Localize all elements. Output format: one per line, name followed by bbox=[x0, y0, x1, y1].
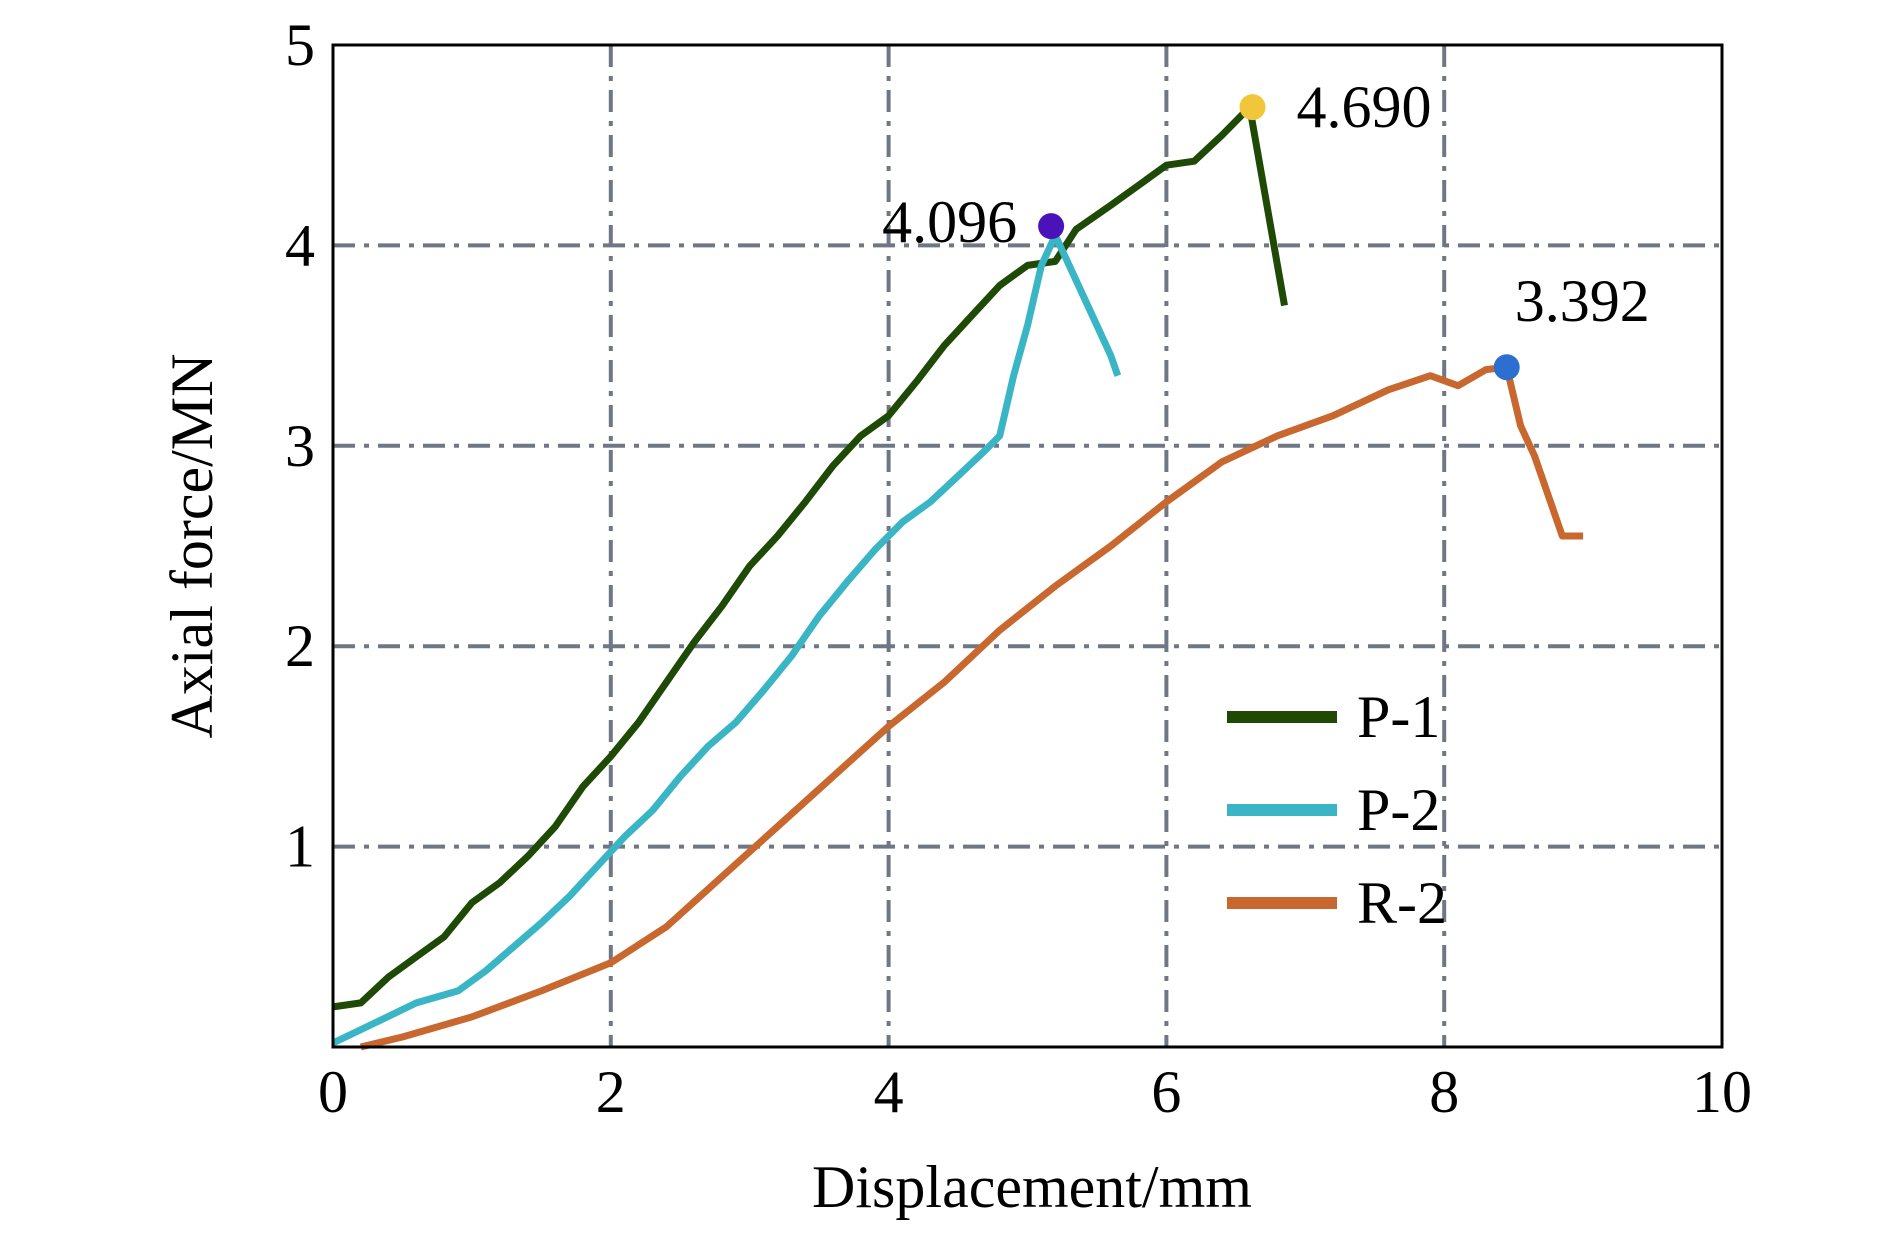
y-tick-label: 2 bbox=[285, 613, 315, 679]
peak-marker bbox=[1239, 94, 1266, 121]
x-tick-label: 0 bbox=[318, 1059, 348, 1125]
legend-label-p-1: P-1 bbox=[1357, 684, 1440, 750]
x-tick-label: 8 bbox=[1429, 1059, 1459, 1125]
y-tick-label: 4 bbox=[285, 212, 315, 278]
peak-value-label: 3.392 bbox=[1515, 268, 1650, 334]
y-axis-label: Axial force/MN bbox=[159, 354, 225, 739]
series-line-p-2 bbox=[331, 231, 1122, 1047]
y-tick-label: 1 bbox=[285, 814, 315, 880]
x-tick-label: 4 bbox=[874, 1059, 904, 1125]
legend-label-p-2: P-2 bbox=[1357, 777, 1440, 843]
y-tick-label: 5 bbox=[285, 12, 315, 78]
plot-frame bbox=[331, 43, 1724, 1049]
peak-value-label: 4.096 bbox=[882, 189, 1017, 255]
series-line-p-1 bbox=[332, 103, 1288, 1011]
series-layer bbox=[331, 103, 1584, 1051]
series-line-r-2 bbox=[359, 363, 1584, 1051]
x-tick-label: 6 bbox=[1151, 1059, 1181, 1125]
y-tick-label: 3 bbox=[285, 413, 315, 479]
peak-value-label: 4.690 bbox=[1297, 74, 1432, 140]
peak-marker bbox=[1493, 354, 1520, 381]
grid-layer bbox=[333, 45, 1722, 1047]
annotation-layer: 4.096 4.690 3.392 bbox=[882, 74, 1650, 381]
legend-label-r-2: R-2 bbox=[1357, 870, 1447, 936]
x-axis-label: Displacement/mm bbox=[812, 1154, 1252, 1220]
legend: P-1 P-2 R-2 bbox=[1227, 684, 1447, 936]
x-tick-label: 2 bbox=[596, 1059, 626, 1125]
peak-marker bbox=[1038, 213, 1065, 240]
x-tick-label: 10 bbox=[1692, 1059, 1752, 1125]
